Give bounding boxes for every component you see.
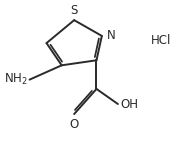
Text: O: O [70,118,79,131]
Text: NH$_2$: NH$_2$ [4,72,27,87]
Text: N: N [107,29,116,42]
Text: S: S [70,4,78,17]
Text: HCl: HCl [150,34,171,47]
Text: OH: OH [121,97,139,111]
